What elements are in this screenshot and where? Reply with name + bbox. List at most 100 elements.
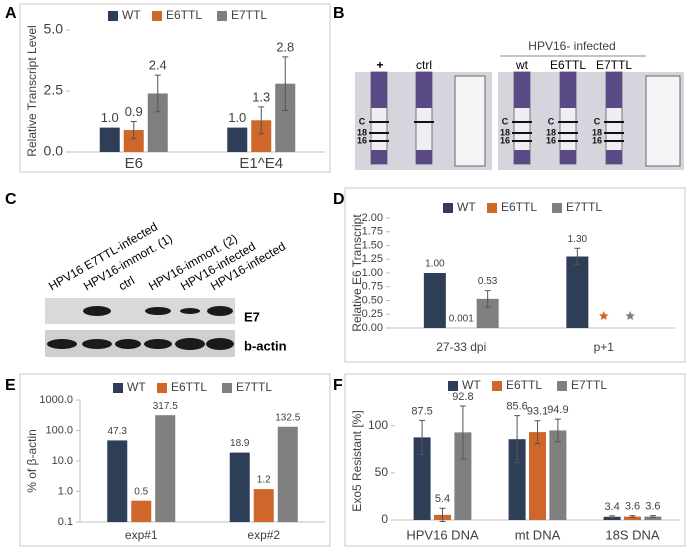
y-tick-label: 0.75 — [362, 281, 383, 293]
legend-label: E6TTL — [171, 380, 207, 394]
strip-bottom — [560, 150, 576, 164]
legend-label: E7TTL — [236, 380, 272, 394]
legend-swatch — [487, 203, 497, 213]
y-tick-label: 100.0 — [45, 424, 73, 436]
row-label: E7 — [244, 309, 260, 324]
band-label: C — [594, 116, 601, 126]
header: HPV16- infected — [528, 39, 615, 53]
error-bar — [258, 106, 265, 135]
band-labels: C 18 16 C 18 16 C 18 16 C 18 16 — [357, 116, 602, 145]
bar — [454, 432, 472, 520]
y-tick-label: 2.00 — [362, 212, 383, 224]
error-bar — [514, 415, 521, 464]
bar — [155, 415, 176, 522]
blot-band — [180, 308, 200, 314]
band-label: C — [359, 116, 366, 126]
legend-label: E6TTL — [501, 200, 537, 214]
y-axis-title: % of β-actin — [25, 429, 39, 493]
bar — [277, 426, 298, 522]
y-tick-label: 2.5 — [44, 82, 64, 98]
strip-bottom — [371, 150, 387, 164]
reference-card — [645, 75, 681, 167]
legend-swatch — [108, 11, 118, 21]
panel-frame — [19, 373, 331, 547]
blot-band — [115, 339, 141, 349]
value-label: 0.001 — [449, 314, 474, 325]
panel-frame — [19, 3, 331, 173]
band-label: C — [502, 116, 509, 126]
value-label: 132.5 — [275, 412, 300, 423]
lane-label: wt — [515, 58, 529, 72]
bar — [147, 93, 168, 152]
lane-label: ctrl — [116, 273, 137, 293]
value-label: 87.5 — [411, 405, 432, 417]
y-tick-label: 0.50 — [362, 294, 383, 306]
strip-bottom — [606, 150, 622, 164]
legend-label: WT — [122, 8, 141, 22]
y-axis-title: Exo5 Resistant [%] — [350, 410, 364, 511]
error-bar — [574, 247, 581, 266]
lane-label: + — [376, 58, 383, 72]
value-label: 1.0 — [228, 110, 246, 125]
strip-bottom — [416, 150, 432, 164]
blot-band — [175, 338, 205, 350]
legend-label: E7TTL — [571, 378, 607, 392]
x-tick-label: p+1 — [594, 340, 615, 354]
panel-b: B HPV16- infected + ctrl wt E6TTL E7TTL — [333, 5, 684, 170]
bar — [253, 489, 274, 522]
value-label: 0.9 — [125, 104, 143, 119]
panel-letter: C — [5, 191, 17, 208]
row-label: b-actin — [244, 338, 287, 353]
bar — [131, 500, 152, 522]
value-label: 94.9 — [547, 404, 568, 416]
y-tick-label: 1.0 — [58, 485, 73, 497]
band-label: 18 — [500, 127, 510, 137]
band-label: 16 — [500, 135, 510, 145]
strip-bottom — [514, 150, 530, 164]
strip-top — [514, 72, 530, 108]
band-lines — [369, 121, 624, 142]
bar — [99, 127, 120, 152]
panel-frame — [344, 373, 686, 547]
legend-swatch — [552, 203, 562, 213]
value-label: 3.4 — [604, 501, 619, 513]
value-label: 3.6 — [625, 501, 640, 513]
blot-band — [47, 339, 77, 349]
blot — [45, 298, 235, 324]
band-label: 16 — [592, 135, 602, 145]
bar — [549, 430, 567, 520]
panel-c: C HPV16 E7TTL-infected HPV16-immort. (1)… — [5, 191, 288, 357]
y-tick-label: 0.25 — [362, 308, 383, 320]
y-tick-label: 1.50 — [362, 239, 383, 251]
y-tick-label: 50 — [375, 465, 389, 479]
blot-bands — [47, 306, 234, 350]
bar — [476, 298, 499, 328]
reference-card — [454, 75, 486, 167]
blot-band — [82, 339, 112, 349]
value-label: 85.6 — [506, 400, 527, 412]
band-label: 18 — [357, 127, 367, 137]
strip-top — [560, 72, 576, 108]
value-label: 18.9 — [230, 438, 250, 449]
blot-band — [145, 307, 171, 315]
error-bar — [649, 515, 656, 519]
legend-swatch — [443, 203, 453, 213]
legend-swatch — [492, 381, 502, 391]
x-tick-label: E1^E4 — [239, 155, 283, 172]
bar — [275, 83, 296, 152]
error-bar — [154, 74, 161, 113]
legend-swatch — [217, 11, 227, 21]
y-tick-label: 5.0 — [44, 21, 64, 37]
value-label: 2.8 — [276, 39, 294, 54]
bar — [566, 256, 589, 328]
panel-letter: A — [5, 5, 17, 22]
bar — [603, 516, 621, 520]
y-tick-label: 1.25 — [362, 253, 383, 265]
bar — [508, 439, 526, 520]
y-tick-label: 0.1 — [58, 516, 73, 528]
x-tick-label: E6 — [125, 155, 143, 172]
legend-swatch — [222, 383, 232, 393]
x-tick-label: mt DNA — [515, 527, 561, 542]
error-bar — [484, 290, 491, 308]
